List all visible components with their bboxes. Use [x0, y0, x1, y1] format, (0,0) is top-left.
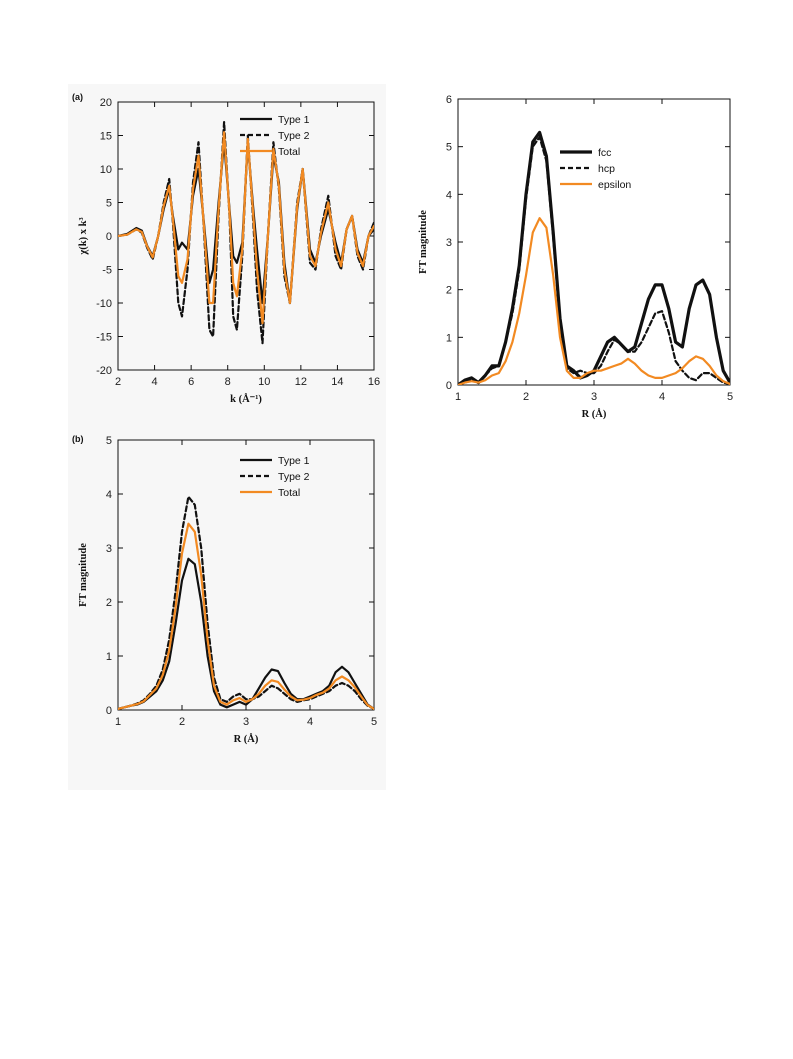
legend-label: Type 2: [278, 130, 310, 142]
panel-label: (a): [72, 92, 83, 102]
x-tick-label: 2: [115, 376, 121, 388]
x-tick-label: 12: [295, 376, 307, 388]
y-tick-label: 1: [106, 651, 112, 663]
y-axis-title: FT magnitude: [418, 210, 429, 274]
y-tick-label: 4: [106, 489, 112, 501]
y-tick-label: 6: [446, 94, 452, 106]
x-tick-label: 4: [307, 716, 313, 728]
y-tick-label: 10: [100, 164, 112, 176]
y-tick-label: 0: [446, 380, 452, 392]
legend-label: Type 2: [278, 471, 310, 483]
legend: Type 1 Type 2 Total: [240, 114, 310, 158]
y-tick-label: 3: [106, 543, 112, 555]
series-line-type-2: [118, 495, 374, 710]
legend-label: hcp: [598, 163, 615, 175]
x-axis-title: k (Å⁻¹): [230, 393, 262, 405]
y-tick-label: -20: [96, 365, 112, 377]
x-tick-label: 10: [258, 376, 270, 388]
y-tick-label: 4: [446, 189, 452, 201]
y-tick-label: 15: [100, 131, 112, 143]
legend-label: Total: [278, 487, 300, 499]
legend-label: Type 1: [278, 455, 310, 467]
x-tick-label: 5: [371, 716, 377, 728]
series-line-type-1: [118, 557, 374, 710]
legend-label: Total: [278, 146, 300, 158]
legend: fcc hcp epsilon: [560, 147, 631, 191]
y-tick-label: 3: [446, 237, 452, 249]
x-tick-label: 1: [455, 391, 461, 403]
series-line-total: [118, 131, 374, 325]
y-tick-label: 0: [106, 705, 112, 717]
y-axis-title: χ(k) x k³: [78, 217, 89, 255]
x-tick-label: 6: [188, 376, 194, 388]
chart-a: (a) 2 4 6 8 10 12 14 16 -20 -15 -10 -5 0 5 10 15 20 k (Å⁻¹…: [72, 92, 380, 405]
series-line-epsilon: [458, 217, 730, 385]
ticks: [117, 101, 375, 371]
x-tick-label: 1: [115, 716, 121, 728]
legend: Type 1 Type 2 Total: [240, 455, 310, 499]
y-tick-label: 0: [106, 231, 112, 243]
y-axis-title: FT magnitude: [78, 543, 89, 607]
x-tick-label: 4: [152, 376, 158, 388]
legend-label: fcc: [598, 147, 611, 159]
x-tick-label: 8: [225, 376, 231, 388]
panel-label: (b): [72, 434, 84, 444]
x-tick-label: 2: [523, 391, 529, 403]
x-tick-label: 16: [368, 376, 380, 388]
plot-frame: [117, 101, 375, 371]
ticks: [457, 98, 731, 386]
legend-label: Type 1: [278, 114, 310, 126]
plot-frame: [117, 439, 375, 711]
figure-panel-background: [68, 84, 386, 790]
series-line-total: [118, 522, 374, 710]
x-axis-title: R (Å): [234, 733, 259, 745]
y-tick-label: -15: [96, 332, 112, 344]
x-tick-label: 3: [591, 391, 597, 403]
x-tick-label: 5: [727, 391, 733, 403]
series-line-hcp: [458, 136, 730, 385]
ticks: [117, 439, 375, 711]
y-tick-label: 20: [100, 97, 112, 109]
y-tick-label: -5: [102, 265, 112, 277]
x-tick-label: 2: [179, 716, 185, 728]
y-tick-label: 2: [446, 285, 452, 297]
y-tick-label: -10: [96, 298, 112, 310]
x-tick-label: 3: [243, 716, 249, 728]
y-tick-label: 5: [106, 198, 112, 210]
plot-frame: [457, 98, 731, 386]
x-tick-label: 4: [659, 391, 665, 403]
y-tick-label: 1: [446, 332, 452, 344]
x-tick-label: 14: [331, 376, 343, 388]
legend-label: epsilon: [598, 179, 631, 191]
y-tick-label: 5: [446, 142, 452, 154]
series-line-fcc: [458, 130, 730, 385]
x-axis-title: R (Å): [582, 408, 607, 420]
y-tick-label: 5: [106, 435, 112, 447]
y-tick-label: 2: [106, 597, 112, 609]
